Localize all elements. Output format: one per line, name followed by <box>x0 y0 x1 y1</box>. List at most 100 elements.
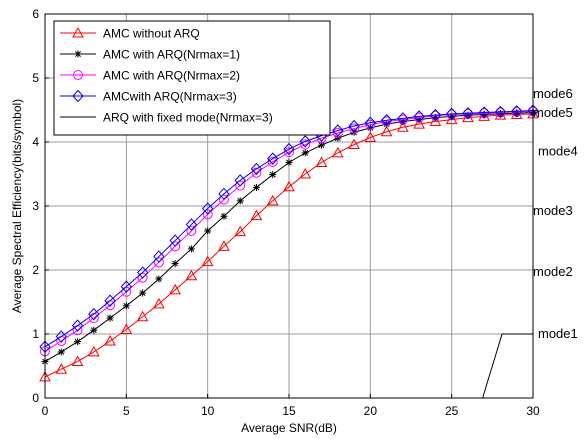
data-point <box>299 135 311 148</box>
data-point <box>71 319 84 332</box>
data-point <box>300 139 311 150</box>
data-point <box>55 363 68 374</box>
star-stroke <box>237 197 244 204</box>
data-point <box>315 156 328 167</box>
legend: AMC without ARQ AMC with ARQ(Nrmax=1) AMC … <box>53 20 331 136</box>
data-point <box>332 124 344 137</box>
data-point <box>88 313 99 323</box>
data-point <box>250 209 263 221</box>
data-point <box>57 348 65 356</box>
star-stroke <box>139 290 146 296</box>
mode-label: mode3 <box>533 203 573 218</box>
star-stroke <box>269 171 276 178</box>
star-stroke <box>220 213 227 220</box>
data-point <box>71 355 84 367</box>
x-tick-label: 10 <box>201 404 215 418</box>
data-point <box>104 294 116 307</box>
star-stroke <box>74 338 81 345</box>
star-stroke <box>286 159 292 166</box>
data-point <box>494 105 507 119</box>
data-point <box>106 314 114 322</box>
data-point <box>187 245 195 253</box>
data-point <box>153 257 164 268</box>
data-point <box>283 180 295 192</box>
data-point <box>201 255 214 267</box>
y-tick-label: 1 <box>32 327 39 341</box>
ticks: 0 5 10 15 20 25 30 0 1 2 3 4 5 6 <box>32 7 540 418</box>
y-axis-label: Average Spectral Efficiency(bits/symbol) <box>10 99 24 313</box>
y-tick-label: 4 <box>32 135 39 149</box>
star-stroke <box>58 348 65 355</box>
legend-label: AMC without ARQ <box>103 27 200 41</box>
y-tick-label: 0 <box>32 391 39 405</box>
data-point <box>266 194 279 206</box>
mode-label: mode5 <box>533 105 573 120</box>
data-point <box>72 89 84 103</box>
series-5 <box>482 333 533 399</box>
data-point <box>397 121 409 132</box>
data-point <box>511 105 523 118</box>
legend-item: AMCwith ARQ(Nrmax=3) <box>60 90 237 104</box>
data-point <box>349 123 360 134</box>
legend-box <box>53 20 331 136</box>
data-point <box>348 119 360 133</box>
data-point <box>234 225 247 237</box>
data-point <box>104 335 116 346</box>
series-line <box>44 110 534 348</box>
x-tick-label: 20 <box>364 404 378 418</box>
data-point <box>250 162 263 176</box>
legend-label: AMC with ARQ(Nrmax=1) <box>103 48 240 62</box>
data-point <box>185 269 198 281</box>
legend-label: ARQ with fixed mode(Nrmax=3) <box>103 111 273 125</box>
legend-item: ARQ with fixed mode(Nrmax=3) <box>60 111 273 125</box>
star-stroke <box>188 245 195 252</box>
data-point <box>220 212 228 220</box>
mode-label: mode2 <box>533 264 573 279</box>
data-point <box>397 112 409 125</box>
star-stroke <box>302 149 309 156</box>
star-stroke <box>172 260 179 267</box>
data-point <box>445 107 458 121</box>
data-point <box>331 146 344 158</box>
data-point <box>269 171 277 179</box>
y-tick-label: 6 <box>32 7 39 21</box>
data-point <box>87 345 100 357</box>
data-point <box>429 115 442 127</box>
series-layer <box>39 104 539 382</box>
data-point <box>348 138 360 150</box>
data-point <box>285 158 293 166</box>
star-stroke <box>75 51 81 57</box>
data-point <box>364 116 377 130</box>
data-point <box>251 167 262 178</box>
legend-item: AMC with ARQ(Nrmax=2) <box>60 69 240 83</box>
star-stroke <box>318 142 325 149</box>
data-point <box>429 108 442 122</box>
y-tick-label: 5 <box>32 71 39 85</box>
data-point <box>136 310 149 322</box>
star-stroke <box>123 302 130 309</box>
data-point <box>88 307 100 321</box>
legend-item: AMC with ARQ(Nrmax=1) <box>60 48 240 62</box>
data-point <box>299 167 312 179</box>
data-point <box>74 50 82 58</box>
mode-label: mode4 <box>538 144 578 159</box>
x-tick-label: 30 <box>526 404 540 418</box>
data-point <box>202 209 213 220</box>
data-point <box>236 197 244 205</box>
star-stroke <box>253 184 260 191</box>
data-point <box>201 202 214 215</box>
mode-annotations: mode6 mode5 mode4 mode3 mode2 mode1 <box>533 86 578 341</box>
data-point <box>364 131 377 143</box>
star-stroke <box>90 327 97 334</box>
data-point <box>218 240 230 251</box>
mode-label: mode1 <box>538 326 578 341</box>
x-axis-label: Average SNR(dB) <box>241 421 337 435</box>
data-point <box>332 128 343 139</box>
data-point <box>252 183 260 191</box>
star-stroke <box>204 228 211 234</box>
data-point <box>185 218 198 231</box>
data-point <box>478 106 490 119</box>
legend-label: AMC with ARQ(Nrmax=2) <box>103 69 240 83</box>
fixed-mode-series <box>482 333 533 399</box>
